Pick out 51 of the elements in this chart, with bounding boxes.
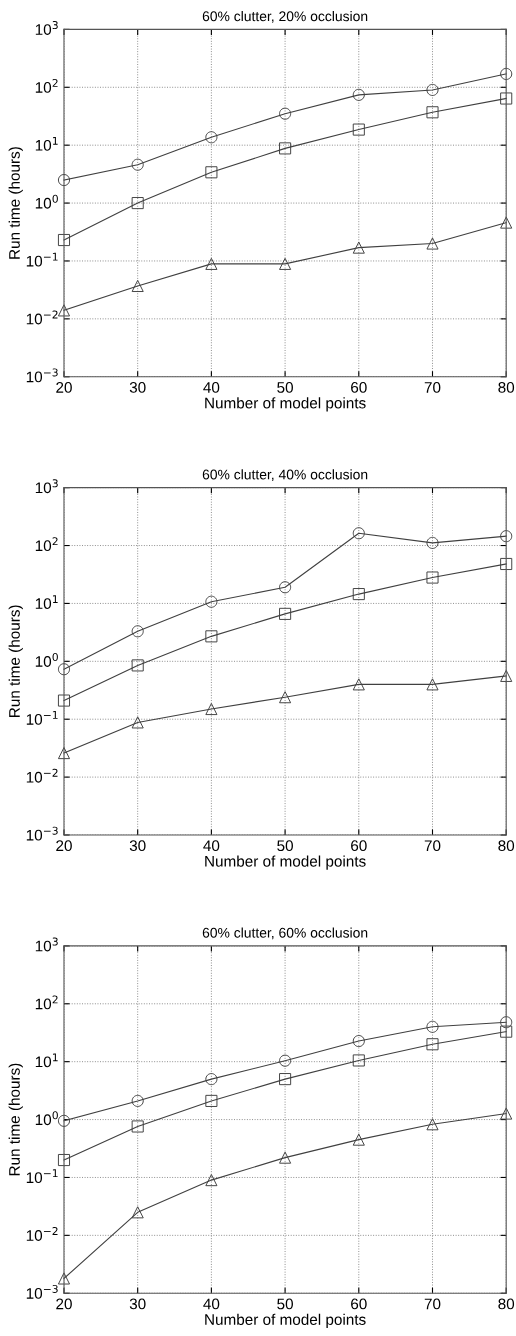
- x-tick-label: 80: [498, 840, 515, 852]
- y-tick-label: 10$^{−1}$: [26, 1169, 58, 1184]
- y-tick-label: 10$^{3}$: [35, 937, 58, 952]
- chart-title: 60% clutter, 20% occlusion: [202, 10, 368, 23]
- y-tick-label: 10$^{3}$: [35, 479, 58, 494]
- y-tick-label: 10$^{−3}$: [26, 1284, 58, 1299]
- y-tick-label: 10$^{1}$: [35, 136, 58, 151]
- chart-title: 60% clutter, 60% occlusion: [202, 927, 368, 940]
- x-tick-label: 20: [56, 840, 72, 852]
- y-tick-label: 10$^{−2}$: [26, 310, 58, 325]
- x-tick-label: 40: [203, 382, 220, 393]
- x-tick-label: 50: [277, 840, 293, 852]
- x-tick-label: 60: [351, 840, 367, 852]
- y-tick-label: 10$^{−1}$: [26, 252, 58, 267]
- y-tick-label: 10$^{3}$: [35, 21, 58, 35]
- y-axis-title: Run time (hours): [8, 1063, 23, 1176]
- y-tick-label: 10$^{−2}$: [26, 768, 58, 783]
- x-axis-title: Number of model points: [205, 397, 366, 412]
- y-tick-label: 10$^{−1}$: [26, 711, 58, 725]
- x-axis-title: Number of model points: [205, 1313, 366, 1328]
- x-tick-label: 70: [424, 382, 441, 393]
- y-tick-label: 10$^{2}$: [35, 995, 58, 1010]
- x-tick-label: 20: [56, 1298, 72, 1310]
- y-axis-title: Run time (hours): [8, 605, 23, 717]
- x-tick-label: 30: [129, 382, 146, 393]
- x-tick-label: 40: [203, 1298, 220, 1310]
- x-tick-label: 80: [498, 382, 515, 393]
- x-tick-label: 70: [424, 1298, 441, 1310]
- x-tick-label: 20: [56, 382, 72, 393]
- x-tick-label: 50: [277, 382, 293, 393]
- x-tick-label: 30: [129, 840, 146, 852]
- y-tick-label: 10$^{−3}$: [26, 826, 58, 841]
- y-tick-label: 10$^{0}$: [35, 1111, 58, 1126]
- y-tick-label: 10$^{1}$: [35, 1053, 58, 1068]
- y-tick-label: 10$^{2}$: [35, 78, 58, 93]
- x-tick-label: 60: [351, 382, 367, 393]
- x-tick-label: 30: [129, 1298, 146, 1310]
- y-tick-label: 10$^{1}$: [35, 595, 58, 610]
- chart-title: 60% clutter, 40% occlusion: [202, 469, 368, 482]
- y-tick-label: 10$^{0}$: [35, 652, 58, 667]
- x-tick-label: 50: [277, 1298, 293, 1310]
- x-tick-label: 40: [203, 840, 220, 852]
- x-tick-label: 70: [424, 840, 441, 852]
- y-tick-label: 10$^{0}$: [35, 194, 58, 209]
- y-tick-label: 10$^{2}$: [35, 537, 58, 552]
- x-tick-label: 60: [351, 1298, 367, 1310]
- x-axis-title: Number of model points: [205, 855, 366, 870]
- y-axis-title: Run time (hours): [8, 147, 23, 259]
- y-tick-label: 10$^{−3}$: [26, 368, 58, 383]
- y-tick-label: 10$^{−2}$: [26, 1226, 58, 1241]
- x-tick-label: 80: [498, 1298, 515, 1310]
